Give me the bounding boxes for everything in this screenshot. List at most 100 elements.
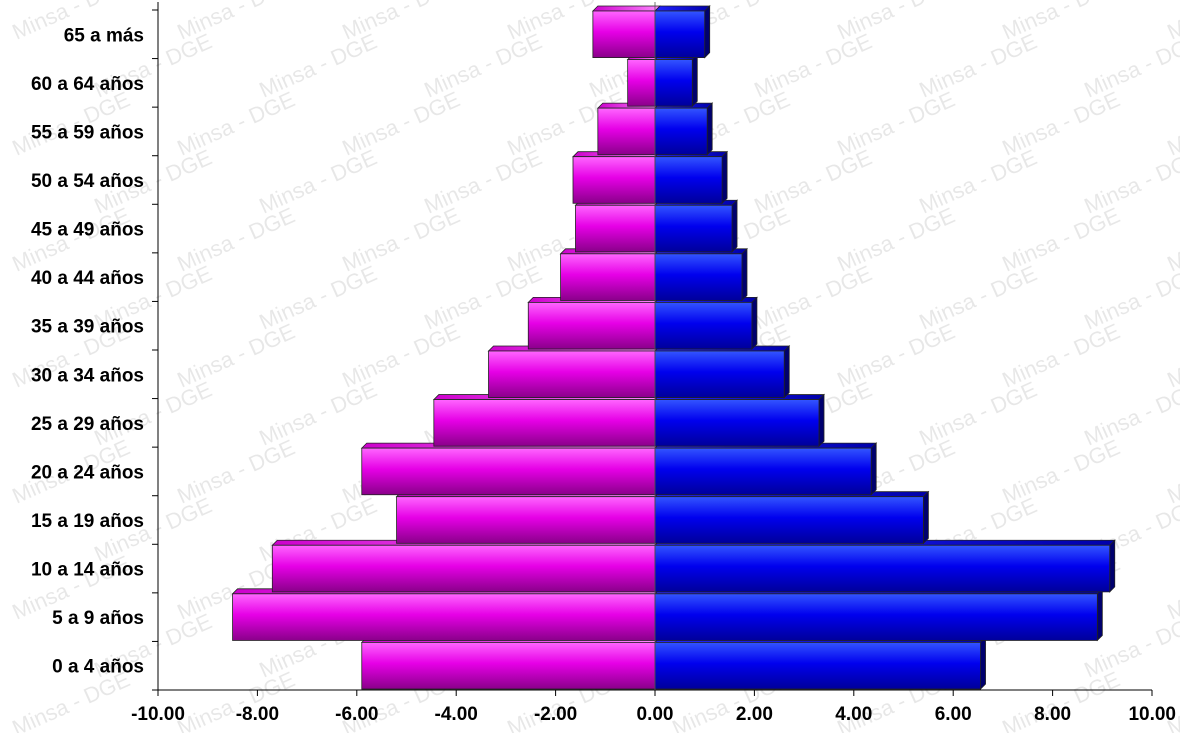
watermark-text: Minsa - DGE bbox=[1163, 551, 1180, 625]
watermark-text: Minsa - DGE bbox=[915, 29, 1040, 103]
watermark-text: Minsa - DGE bbox=[1163, 203, 1180, 277]
watermark-text: Minsa - DGE bbox=[1080, 377, 1180, 451]
bar-front-face bbox=[654, 10, 706, 58]
watermark-text: Minsa - DGE bbox=[1163, 87, 1180, 161]
watermark-text: Minsa - DGE bbox=[1163, 435, 1180, 509]
category-label: 25 a 29 años bbox=[31, 414, 144, 435]
bar-front-face bbox=[560, 253, 656, 301]
bar-left-5 bbox=[432, 394, 661, 447]
bar-left-0 bbox=[360, 637, 661, 690]
bar-left-9 bbox=[574, 199, 661, 253]
bar-side-face bbox=[870, 442, 877, 496]
bar-left-8 bbox=[559, 248, 661, 301]
category-label: 60 a 64 años bbox=[31, 74, 144, 95]
bar-left-3 bbox=[395, 491, 661, 544]
bar-right-2 bbox=[654, 539, 1116, 593]
bar-side-face bbox=[751, 296, 758, 350]
bar-front-face bbox=[654, 447, 872, 496]
bar-side-face bbox=[691, 53, 698, 108]
bar-front-face bbox=[575, 204, 656, 253]
labels-layer: 0 a 4 años 5 a 9 años 10 a 14 años 15 a 19 … bbox=[31, 25, 1176, 725]
bar-right-8 bbox=[654, 247, 748, 302]
x-tick-label: 2.00 bbox=[736, 704, 773, 725]
watermark-text: Minsa - DGE bbox=[255, 377, 380, 451]
bar-right-13 bbox=[654, 5, 711, 59]
watermark-text: Minsa - DGE bbox=[750, 261, 875, 335]
bar-side-face bbox=[706, 102, 713, 156]
bar-side-face bbox=[741, 247, 748, 302]
bar-side-face bbox=[1109, 539, 1116, 593]
watermark-text: Minsa - DGE bbox=[1080, 29, 1180, 103]
bar-front-face bbox=[232, 593, 656, 641]
bar-front-face bbox=[361, 447, 656, 496]
bar-right-10 bbox=[654, 150, 729, 205]
axes-layer bbox=[152, 2, 1153, 696]
x-tick-label: -6.00 bbox=[335, 704, 378, 725]
bar-front-face bbox=[654, 59, 693, 107]
x-tick-label: 6.00 bbox=[935, 704, 972, 725]
category-label: 35 a 39 años bbox=[31, 317, 144, 338]
bar-front-face bbox=[654, 253, 743, 301]
bar-right-5 bbox=[654, 393, 825, 448]
bar-front-face bbox=[396, 496, 656, 544]
watermark-text: Minsa - DGE bbox=[750, 145, 875, 219]
bar-top-face bbox=[654, 5, 711, 12]
bar-left-6 bbox=[487, 345, 661, 399]
x-tick-label: 10.00 bbox=[1128, 704, 1176, 725]
bar-left-4 bbox=[360, 442, 661, 496]
bar-front-face bbox=[654, 107, 708, 156]
watermark-text: Minsa - DGE bbox=[915, 261, 1040, 335]
bar-front-face bbox=[433, 399, 656, 447]
bar-front-face bbox=[654, 204, 733, 253]
x-tick-label: -8.00 bbox=[236, 704, 279, 725]
bar-front-face bbox=[488, 350, 656, 399]
bar-front-face bbox=[597, 107, 656, 156]
bar-right-3 bbox=[654, 490, 930, 545]
bar-front-face bbox=[271, 544, 656, 593]
bar-right-1 bbox=[654, 587, 1104, 642]
bar-front-face bbox=[572, 156, 656, 204]
x-tick-label: 4.00 bbox=[835, 704, 872, 725]
category-label: 15 a 19 años bbox=[31, 511, 144, 532]
bar-front-face bbox=[654, 593, 1098, 641]
bar-left-1 bbox=[231, 588, 661, 641]
watermark-text: Minsa - DGE bbox=[255, 29, 380, 103]
bar-front-face bbox=[654, 301, 753, 350]
bar-front-face bbox=[654, 399, 820, 447]
watermark-text: Minsa - DGE bbox=[750, 29, 875, 103]
category-label: 55 a 59 años bbox=[31, 122, 144, 143]
bar-side-face bbox=[783, 345, 790, 399]
bar-left-13 bbox=[591, 5, 661, 58]
bar-top-face bbox=[591, 5, 661, 12]
watermark-text: Minsa - DGE bbox=[420, 29, 545, 103]
watermark-text: Minsa - DGE bbox=[255, 145, 380, 219]
bar-side-face bbox=[980, 636, 986, 690]
x-tick-label: -2.00 bbox=[534, 704, 577, 725]
bar-front-face bbox=[654, 350, 785, 399]
watermark-text: Minsa - DGE bbox=[1080, 261, 1180, 335]
watermark-text: Minsa - DGE bbox=[915, 377, 1040, 451]
x-tick-label: 0.00 bbox=[637, 704, 674, 725]
category-label: 40 a 44 años bbox=[31, 268, 144, 289]
bar-side-face bbox=[922, 490, 929, 545]
category-label: 10 a 14 años bbox=[31, 560, 144, 581]
bar-front-face bbox=[627, 59, 656, 107]
bar-front-face bbox=[527, 301, 656, 350]
bar-front-face bbox=[654, 156, 723, 204]
bar-right-12 bbox=[654, 53, 699, 108]
bars-layer bbox=[231, 5, 1116, 690]
bar-front-face bbox=[654, 496, 924, 544]
bar-right-4 bbox=[654, 442, 878, 496]
category-label: 0 a 4 años bbox=[52, 657, 144, 678]
bar-side-face bbox=[704, 5, 711, 59]
category-label: 20 a 24 años bbox=[31, 462, 144, 483]
category-label: 50 a 54 años bbox=[31, 171, 144, 192]
watermark-text: Minsa - DGE bbox=[255, 261, 380, 335]
watermark-text: Minsa - DGE bbox=[420, 261, 545, 335]
watermark-text: Minsa - DGE bbox=[1080, 145, 1180, 219]
category-label: 45 a 49 años bbox=[31, 220, 144, 241]
bar-side-face bbox=[1096, 587, 1103, 642]
bar-left-7 bbox=[527, 296, 661, 350]
